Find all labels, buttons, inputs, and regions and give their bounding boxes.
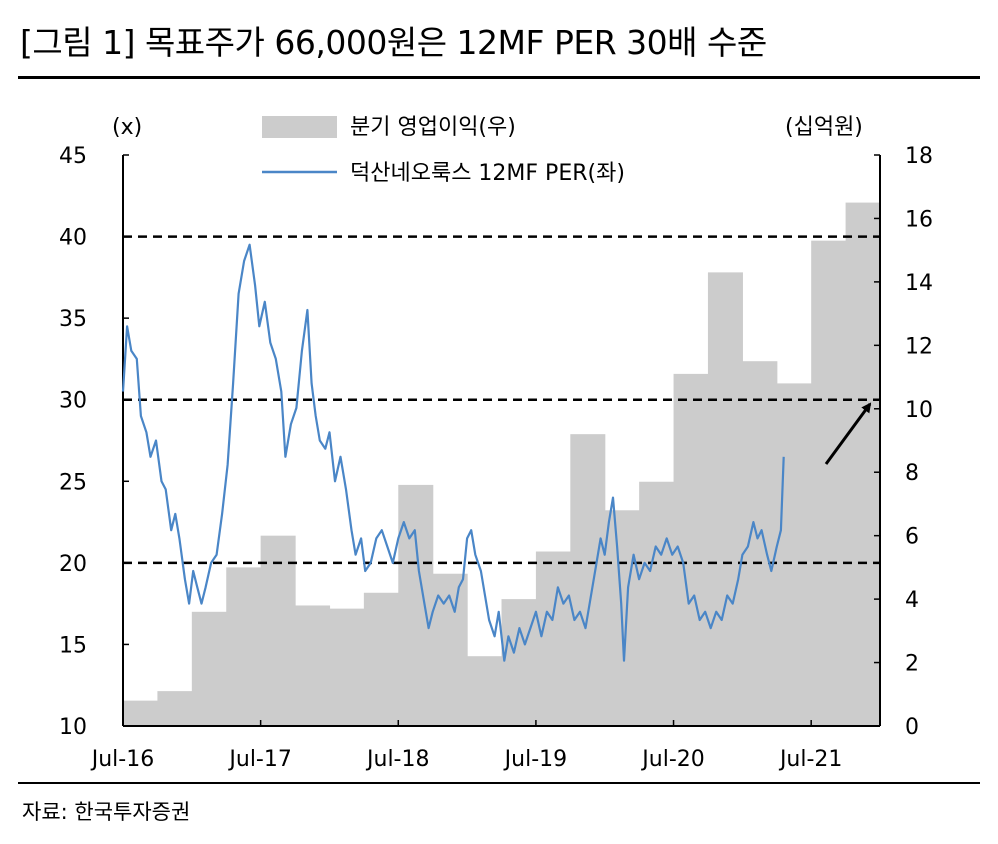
x-tick-label: Jul-21 xyxy=(778,747,842,772)
bottom-rule xyxy=(18,782,980,784)
bar-16 xyxy=(639,481,675,726)
legend-layer: 분기 영업이익(우) 덕산네오룩스 12MF PER(좌) xyxy=(262,115,625,186)
line-layer xyxy=(121,243,785,662)
bar-20 xyxy=(776,383,812,726)
bar-22 xyxy=(845,202,881,726)
x-tick-label: Jul-20 xyxy=(640,747,704,772)
legend-bar-label: 분기 영업이익(우) xyxy=(350,115,516,140)
right-tick-label: 8 xyxy=(905,461,919,486)
left-tick-label: 20 xyxy=(59,552,87,577)
x-tick-label: Jul-17 xyxy=(227,747,291,772)
top-rule xyxy=(18,76,980,79)
left-tick-label: 15 xyxy=(59,633,87,658)
right-tick-label: 2 xyxy=(905,652,919,677)
per-series-line xyxy=(121,243,785,662)
bar-2 xyxy=(157,691,193,726)
bar-18 xyxy=(707,272,743,726)
left-tick-label: 35 xyxy=(59,307,87,332)
bar-14 xyxy=(570,434,606,726)
bar-8 xyxy=(363,592,399,726)
right-axis-unit: (십억원) xyxy=(785,115,863,140)
bar-5 xyxy=(260,535,296,726)
legend-bar-swatch xyxy=(262,116,337,138)
legend-line-label: 덕산네오룩스 12MF PER(좌) xyxy=(350,161,625,186)
right-tick-label: 6 xyxy=(905,525,919,550)
left-tick-label: 45 xyxy=(59,144,87,169)
reference-lines-layer xyxy=(123,235,880,565)
chart-title: [그림 1] 목표주가 66,000원은 12MF PER 30배 수준 xyxy=(20,23,767,62)
right-tick-label: 16 xyxy=(905,207,933,232)
bar-3 xyxy=(191,611,227,726)
right-tick-label: 12 xyxy=(905,334,933,359)
source-note: 자료: 한국투자증권 xyxy=(22,800,191,824)
labels-layer: 10 15 20 25 30 35 40 45 0 2 4 6 8 10 12 14 16 18 Jul-16 Jul… xyxy=(59,115,933,772)
x-tick-label: Jul-19 xyxy=(503,747,567,772)
right-tick-label: 18 xyxy=(905,144,933,169)
right-tick-label: 14 xyxy=(905,271,933,296)
right-tick-label: 10 xyxy=(905,398,933,423)
bar-21 xyxy=(811,240,847,726)
left-axis-unit: (x) xyxy=(112,115,142,140)
bar-13 xyxy=(535,551,571,726)
x-tick-label: Jul-16 xyxy=(90,747,154,772)
bar-4 xyxy=(226,567,262,726)
annotation-arrow xyxy=(824,402,872,465)
bar-11 xyxy=(467,656,503,726)
right-tick-label: 4 xyxy=(905,588,919,613)
bar-6 xyxy=(295,605,331,726)
left-tick-label: 25 xyxy=(59,470,87,495)
left-tick-label: 40 xyxy=(59,226,87,251)
right-tick-label: 0 xyxy=(905,715,919,740)
left-tick-label: 30 xyxy=(59,389,87,414)
bar-12 xyxy=(501,599,537,726)
bar-7 xyxy=(329,608,365,726)
bar-1 xyxy=(123,700,159,726)
left-tick-label: 10 xyxy=(59,715,87,740)
x-tick-label: Jul-18 xyxy=(365,747,429,772)
